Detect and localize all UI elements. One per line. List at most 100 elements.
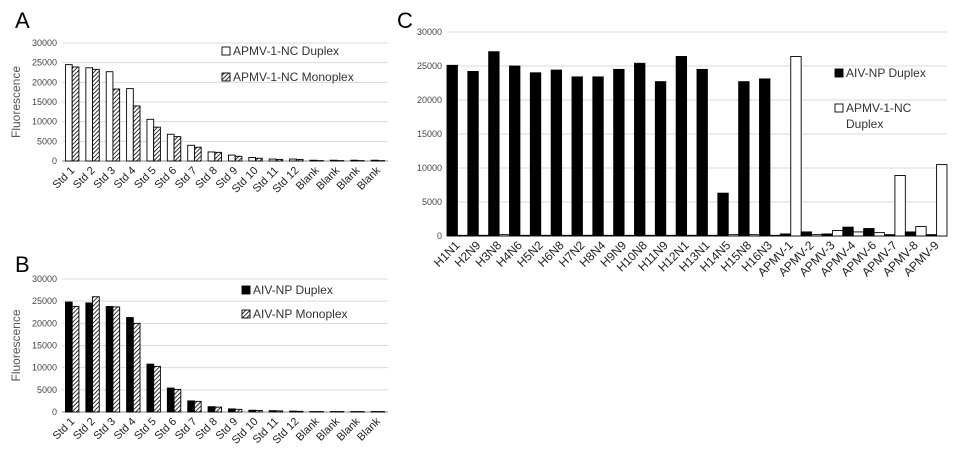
bar	[105, 306, 114, 413]
panel-label-c: C	[397, 8, 413, 33]
bar	[696, 68, 708, 237]
bar	[289, 410, 297, 413]
bar	[85, 302, 94, 413]
x-tick-label: Std 8	[193, 165, 220, 192]
y-tick-label: 5000	[422, 197, 442, 207]
bar	[132, 105, 141, 162]
y-tick-label: 5000	[37, 385, 57, 395]
x-tick-label: Std 3	[91, 165, 118, 192]
bar	[665, 234, 677, 237]
bar	[915, 226, 927, 237]
x-tick-label: Std 2	[71, 165, 98, 192]
x-tick-label: Std 6	[153, 416, 180, 443]
bar	[255, 409, 263, 413]
y-tick-label: 25000	[417, 61, 442, 71]
bar	[105, 71, 114, 162]
bar	[925, 234, 938, 237]
bar	[329, 159, 338, 162]
x-tick-label: Std 3	[91, 416, 118, 443]
y-tick-label: 25000	[32, 58, 57, 68]
panel-label-a: A	[15, 8, 30, 33]
legend-swatch	[834, 103, 844, 113]
x-tick-label: Std 1	[51, 165, 78, 192]
bar	[811, 234, 823, 237]
bar	[488, 51, 500, 237]
legend-label: AIV-NP Duplex	[846, 66, 926, 80]
bar	[65, 301, 73, 413]
legend-swatch	[221, 72, 231, 82]
bar	[275, 158, 284, 162]
y-tick-label: 10000	[32, 117, 57, 127]
bar	[126, 317, 134, 413]
bar	[71, 66, 80, 162]
bar	[831, 230, 844, 237]
bar	[842, 226, 854, 237]
bar	[214, 151, 222, 162]
x-tick-label: Std 8	[193, 416, 220, 443]
x-tick-label: Std 7	[173, 416, 200, 443]
bar	[112, 306, 121, 413]
bar	[234, 408, 243, 413]
bar	[309, 159, 318, 162]
bar	[654, 81, 667, 237]
bar	[467, 70, 479, 237]
bar	[146, 363, 155, 413]
bar	[248, 409, 257, 413]
y-axis-label: Fluorescence	[9, 66, 23, 138]
bar	[759, 78, 771, 237]
y-tick-label: 15000	[32, 341, 57, 351]
bar	[295, 410, 304, 413]
bar	[873, 232, 885, 237]
legend-label: APMV-1-NC Monoplex	[233, 70, 354, 84]
bar	[153, 126, 161, 162]
bar	[800, 231, 813, 237]
bar	[92, 296, 100, 413]
bar	[644, 234, 656, 237]
bar	[477, 234, 490, 237]
legend-swatch	[241, 309, 251, 319]
y-tick-label: 10000	[417, 163, 442, 173]
x-tick-label: Std 6	[153, 165, 180, 192]
bar	[550, 69, 563, 237]
bar	[228, 154, 236, 162]
bar	[85, 67, 94, 162]
bar	[748, 234, 760, 237]
bar	[187, 400, 195, 413]
y-tick-label: 25000	[32, 296, 57, 306]
bar	[193, 146, 202, 162]
bar	[456, 234, 469, 237]
bar	[132, 322, 141, 413]
bar	[894, 175, 906, 237]
bar	[71, 306, 80, 413]
bar	[166, 387, 175, 413]
bar	[529, 72, 542, 237]
y-tick-label: 20000	[32, 77, 57, 87]
chart-b: 0 5000 10000 15000 20000 25000 30000 Fluorescen…	[9, 274, 388, 447]
bar	[214, 406, 222, 413]
bar	[207, 151, 216, 162]
bar	[540, 234, 552, 237]
y-tick-label: 30000	[32, 38, 57, 48]
y-axis-label: Fluorescence	[9, 309, 23, 381]
x-tick-label: Std 5	[132, 165, 159, 192]
y-tick-label: 5000	[37, 136, 57, 146]
bar	[146, 118, 155, 162]
bar	[112, 88, 121, 162]
bar	[686, 234, 698, 237]
legend-label: AIV-NP Duplex	[253, 283, 333, 297]
bar	[248, 157, 257, 162]
bar	[126, 88, 134, 162]
y-tick-label: 0	[437, 231, 442, 241]
bar	[623, 234, 635, 237]
bar	[634, 62, 646, 237]
bar	[779, 233, 792, 237]
bar	[561, 234, 573, 237]
bar	[602, 234, 615, 237]
y-tick-label: 0	[52, 156, 57, 166]
bar	[193, 400, 202, 413]
bar	[790, 56, 802, 237]
legend-label: APMV-1-NC	[846, 101, 912, 115]
bar	[255, 157, 263, 162]
x-tick-label: Std 4	[112, 165, 139, 192]
x-tick-label: Std 2	[71, 416, 98, 443]
